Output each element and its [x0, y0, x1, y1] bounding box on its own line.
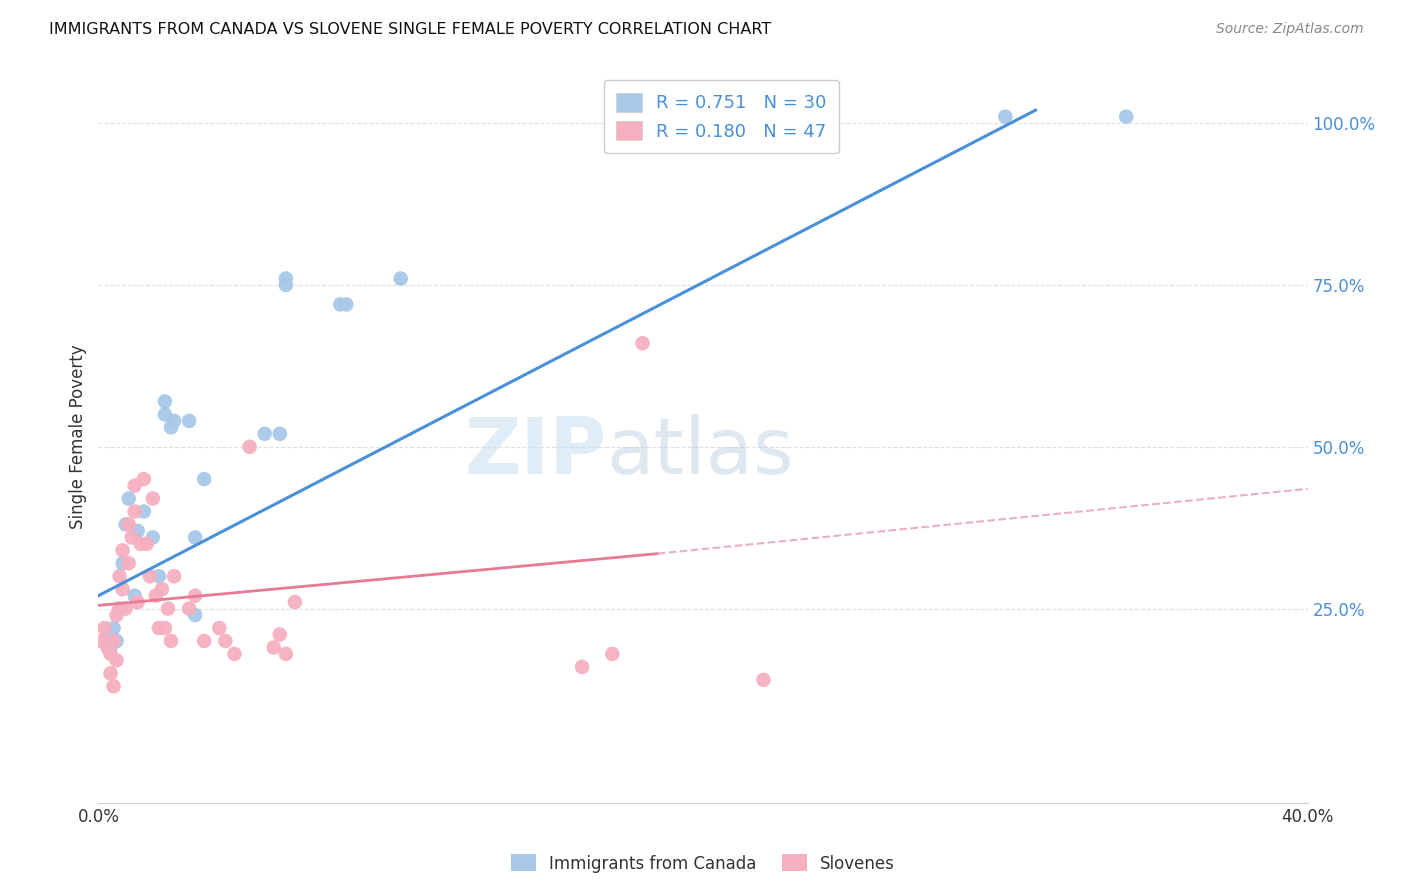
Point: [269, 627, 291, 641]
Point: [752, 673, 775, 687]
Point: [145, 589, 167, 603]
Point: [103, 679, 125, 693]
Point: [153, 621, 176, 635]
Point: [108, 569, 131, 583]
Point: [124, 504, 146, 518]
Point: [118, 517, 141, 532]
Point: [96, 640, 118, 655]
Point: [124, 478, 146, 492]
Point: [108, 601, 131, 615]
Point: [139, 569, 162, 583]
Text: ZIP: ZIP: [464, 414, 606, 490]
Point: [239, 440, 262, 454]
Point: [184, 608, 207, 623]
Point: [124, 589, 146, 603]
Point: [193, 634, 215, 648]
Point: [111, 557, 134, 571]
Point: [103, 634, 125, 648]
Point: [135, 537, 157, 551]
Point: [100, 647, 122, 661]
Point: [274, 271, 297, 285]
Point: [274, 647, 297, 661]
Point: [571, 660, 593, 674]
Point: [105, 608, 128, 623]
Text: IMMIGRANTS FROM CANADA VS SLOVENE SINGLE FEMALE POVERTY CORRELATION CHART: IMMIGRANTS FROM CANADA VS SLOVENE SINGLE…: [49, 22, 772, 37]
Point: [127, 595, 149, 609]
Point: [284, 595, 307, 609]
Point: [142, 530, 165, 544]
Point: [114, 517, 136, 532]
Point: [994, 110, 1017, 124]
Text: Source: ZipAtlas.com: Source: ZipAtlas.com: [1216, 22, 1364, 37]
Point: [214, 634, 236, 648]
Point: [129, 537, 152, 551]
Point: [105, 653, 128, 667]
Point: [163, 569, 186, 583]
Point: [179, 414, 201, 428]
Point: [184, 530, 207, 544]
Point: [100, 640, 122, 655]
Point: [150, 582, 173, 597]
Point: [1115, 110, 1137, 124]
Point: [179, 601, 201, 615]
Point: [111, 543, 134, 558]
Legend: R = 0.751   N = 30, R = 0.180   N = 47: R = 0.751 N = 30, R = 0.180 N = 47: [603, 80, 839, 153]
Point: [132, 504, 155, 518]
Y-axis label: Single Female Poverty: Single Female Poverty: [69, 345, 87, 529]
Point: [121, 530, 143, 544]
Point: [153, 394, 176, 409]
Point: [96, 627, 118, 641]
Point: [193, 472, 215, 486]
Point: [156, 601, 179, 615]
Point: [153, 408, 176, 422]
Point: [103, 621, 125, 635]
Point: [100, 666, 122, 681]
Point: [142, 491, 165, 506]
Point: [602, 647, 624, 661]
Point: [160, 420, 183, 434]
Point: [631, 336, 654, 351]
Point: [160, 634, 183, 648]
Point: [90, 634, 112, 648]
Point: [263, 640, 285, 655]
Point: [105, 634, 128, 648]
Point: [118, 491, 141, 506]
Text: atlas: atlas: [606, 414, 794, 490]
Point: [93, 621, 115, 635]
Legend: Immigrants from Canada, Slovenes: Immigrants from Canada, Slovenes: [505, 847, 901, 880]
Point: [269, 426, 291, 441]
Point: [114, 601, 136, 615]
Point: [148, 569, 170, 583]
Point: [108, 601, 131, 615]
Point: [389, 271, 412, 285]
Point: [148, 621, 170, 635]
Point: [184, 589, 207, 603]
Point: [329, 297, 352, 311]
Point: [127, 524, 149, 538]
Point: [208, 621, 231, 635]
Point: [274, 277, 297, 292]
Point: [335, 297, 357, 311]
Point: [111, 582, 134, 597]
Point: [163, 414, 186, 428]
Point: [118, 557, 141, 571]
Point: [224, 647, 246, 661]
Point: [253, 426, 276, 441]
Point: [132, 472, 155, 486]
